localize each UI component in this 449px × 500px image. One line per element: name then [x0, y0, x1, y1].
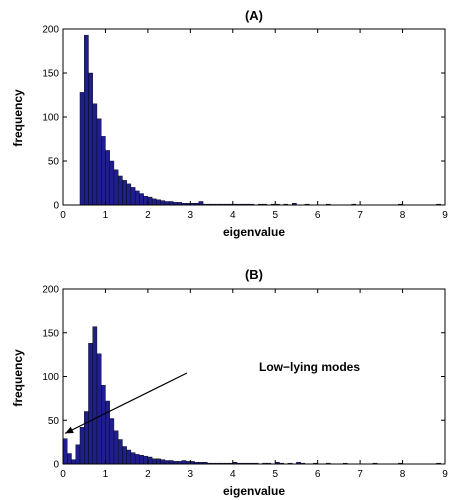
ticks-b: 0 1 2 3 4 5 6 7 8 9 0 50 100 150 200 [42, 285, 448, 481]
histogram-bar [126, 183, 132, 206]
histogram-bar [139, 455, 144, 465]
histogram-bar [134, 190, 140, 206]
x-tick-label: 4 [230, 210, 236, 221]
x-tick-label: 6 [315, 210, 321, 221]
y-tick-label: 200 [42, 285, 59, 296]
histogram-bar [79, 427, 85, 465]
x-tick-label: 5 [272, 469, 278, 480]
y-tick-label: 150 [42, 328, 59, 339]
y-tick-label: 0 [53, 201, 59, 212]
y-tick-label: 200 [42, 25, 59, 36]
histogram-bar [147, 456, 153, 465]
histogram-bar [100, 136, 106, 206]
histogram-bar [96, 353, 102, 465]
x-tick-label: 9 [442, 210, 448, 221]
histogram-bar [126, 449, 132, 465]
histogram-bar [96, 118, 102, 206]
bars-b [62, 326, 441, 465]
annotation-text: Low−lying modes [259, 360, 360, 374]
x-tick-label: 1 [103, 469, 109, 480]
histogram-bar [160, 200, 166, 206]
histogram-bar [92, 326, 98, 465]
bars-a [79, 34, 441, 206]
ticks-a: 0 1 2 3 4 5 6 7 8 9 0 50 100 150 200 [42, 25, 448, 222]
histogram-bar [122, 180, 127, 206]
x-tick-label: 9 [442, 469, 448, 480]
histogram-bar [75, 444, 81, 465]
chart-title-b: (B) [245, 267, 263, 282]
x-tick-label: 4 [230, 469, 236, 480]
histogram-bar [100, 385, 106, 465]
histogram-bar [71, 459, 76, 465]
histogram-bar [147, 196, 153, 206]
plot-frame-b [62, 288, 446, 465]
y-axis-label-a: frequency [11, 89, 25, 147]
histogram-bar [164, 201, 170, 206]
histogram-bar [88, 343, 93, 465]
histogram-bar [156, 458, 161, 465]
y-tick-label: 50 [48, 416, 60, 427]
y-tick-label: 100 [42, 372, 59, 383]
x-tick-label: 7 [357, 210, 363, 221]
histogram-bar [113, 430, 119, 465]
histogram-bar [122, 446, 127, 465]
plot-frame-a [62, 28, 446, 206]
histogram-bar [79, 92, 85, 206]
y-tick-label: 150 [42, 69, 59, 80]
histogram-bar [151, 458, 157, 465]
histogram-bar [117, 439, 123, 465]
histogram-bar [109, 418, 115, 465]
x-tick-label: 3 [188, 469, 194, 480]
histogram-bar [156, 199, 161, 206]
histogram-bar [164, 460, 170, 465]
x-tick-label: 2 [145, 469, 151, 480]
histogram-bar [143, 195, 149, 206]
histogram-bar [168, 201, 174, 206]
histogram-bar [109, 160, 115, 206]
x-axis-label-a: eigenvalue [223, 225, 285, 239]
histogram-bar [143, 455, 149, 465]
y-tick-label: 50 [48, 157, 60, 168]
histogram-bar [67, 453, 72, 465]
chart-title-a: (A) [245, 8, 263, 23]
x-tick-label: 7 [357, 469, 363, 480]
x-tick-label: 2 [145, 210, 151, 221]
x-tick-label: 0 [60, 210, 66, 221]
x-tick-label: 5 [272, 210, 278, 221]
histogram-bar [84, 34, 89, 206]
x-tick-label: 8 [400, 469, 406, 480]
histogram-bar [105, 400, 110, 465]
annotation-arrowhead [65, 426, 74, 434]
x-tick-label: 0 [60, 469, 66, 480]
x-tick-label: 3 [188, 210, 194, 221]
x-tick-label: 1 [103, 210, 109, 221]
histogram-bar [160, 459, 166, 465]
histogram-bar [130, 452, 136, 465]
histogram-bar [181, 460, 187, 465]
annotation-arrow [64, 372, 188, 434]
histogram-bar [88, 72, 93, 206]
panel-b: (B) eigenvalue frequency 0 1 2 3 4 5 6 7 8 905010… [11, 267, 448, 498]
histogram-bar [168, 460, 174, 465]
y-axis-label-b: frequency [11, 349, 25, 407]
x-tick-label: 6 [315, 469, 321, 480]
histogram-bar [92, 103, 98, 206]
x-axis-label-b: eigenvalue [223, 484, 285, 498]
histogram-bar [134, 454, 140, 465]
histogram-bar [113, 169, 119, 206]
histogram-bar [105, 150, 110, 206]
x-tick-label: 8 [400, 210, 406, 221]
histogram-bar [198, 201, 204, 206]
y-tick-label: 0 [53, 460, 59, 471]
histogram-bar [84, 411, 89, 465]
y-tick-label: 100 [42, 113, 59, 124]
histogram-bar [117, 175, 123, 206]
histogram-bar [151, 198, 157, 206]
panel-a: (A) eigenvalue frequency 0 1 2 3 4 5 6 7 8 905010… [11, 8, 448, 239]
histogram-bar [62, 438, 68, 465]
histogram-bar [139, 193, 144, 206]
histogram-bar [130, 187, 136, 206]
